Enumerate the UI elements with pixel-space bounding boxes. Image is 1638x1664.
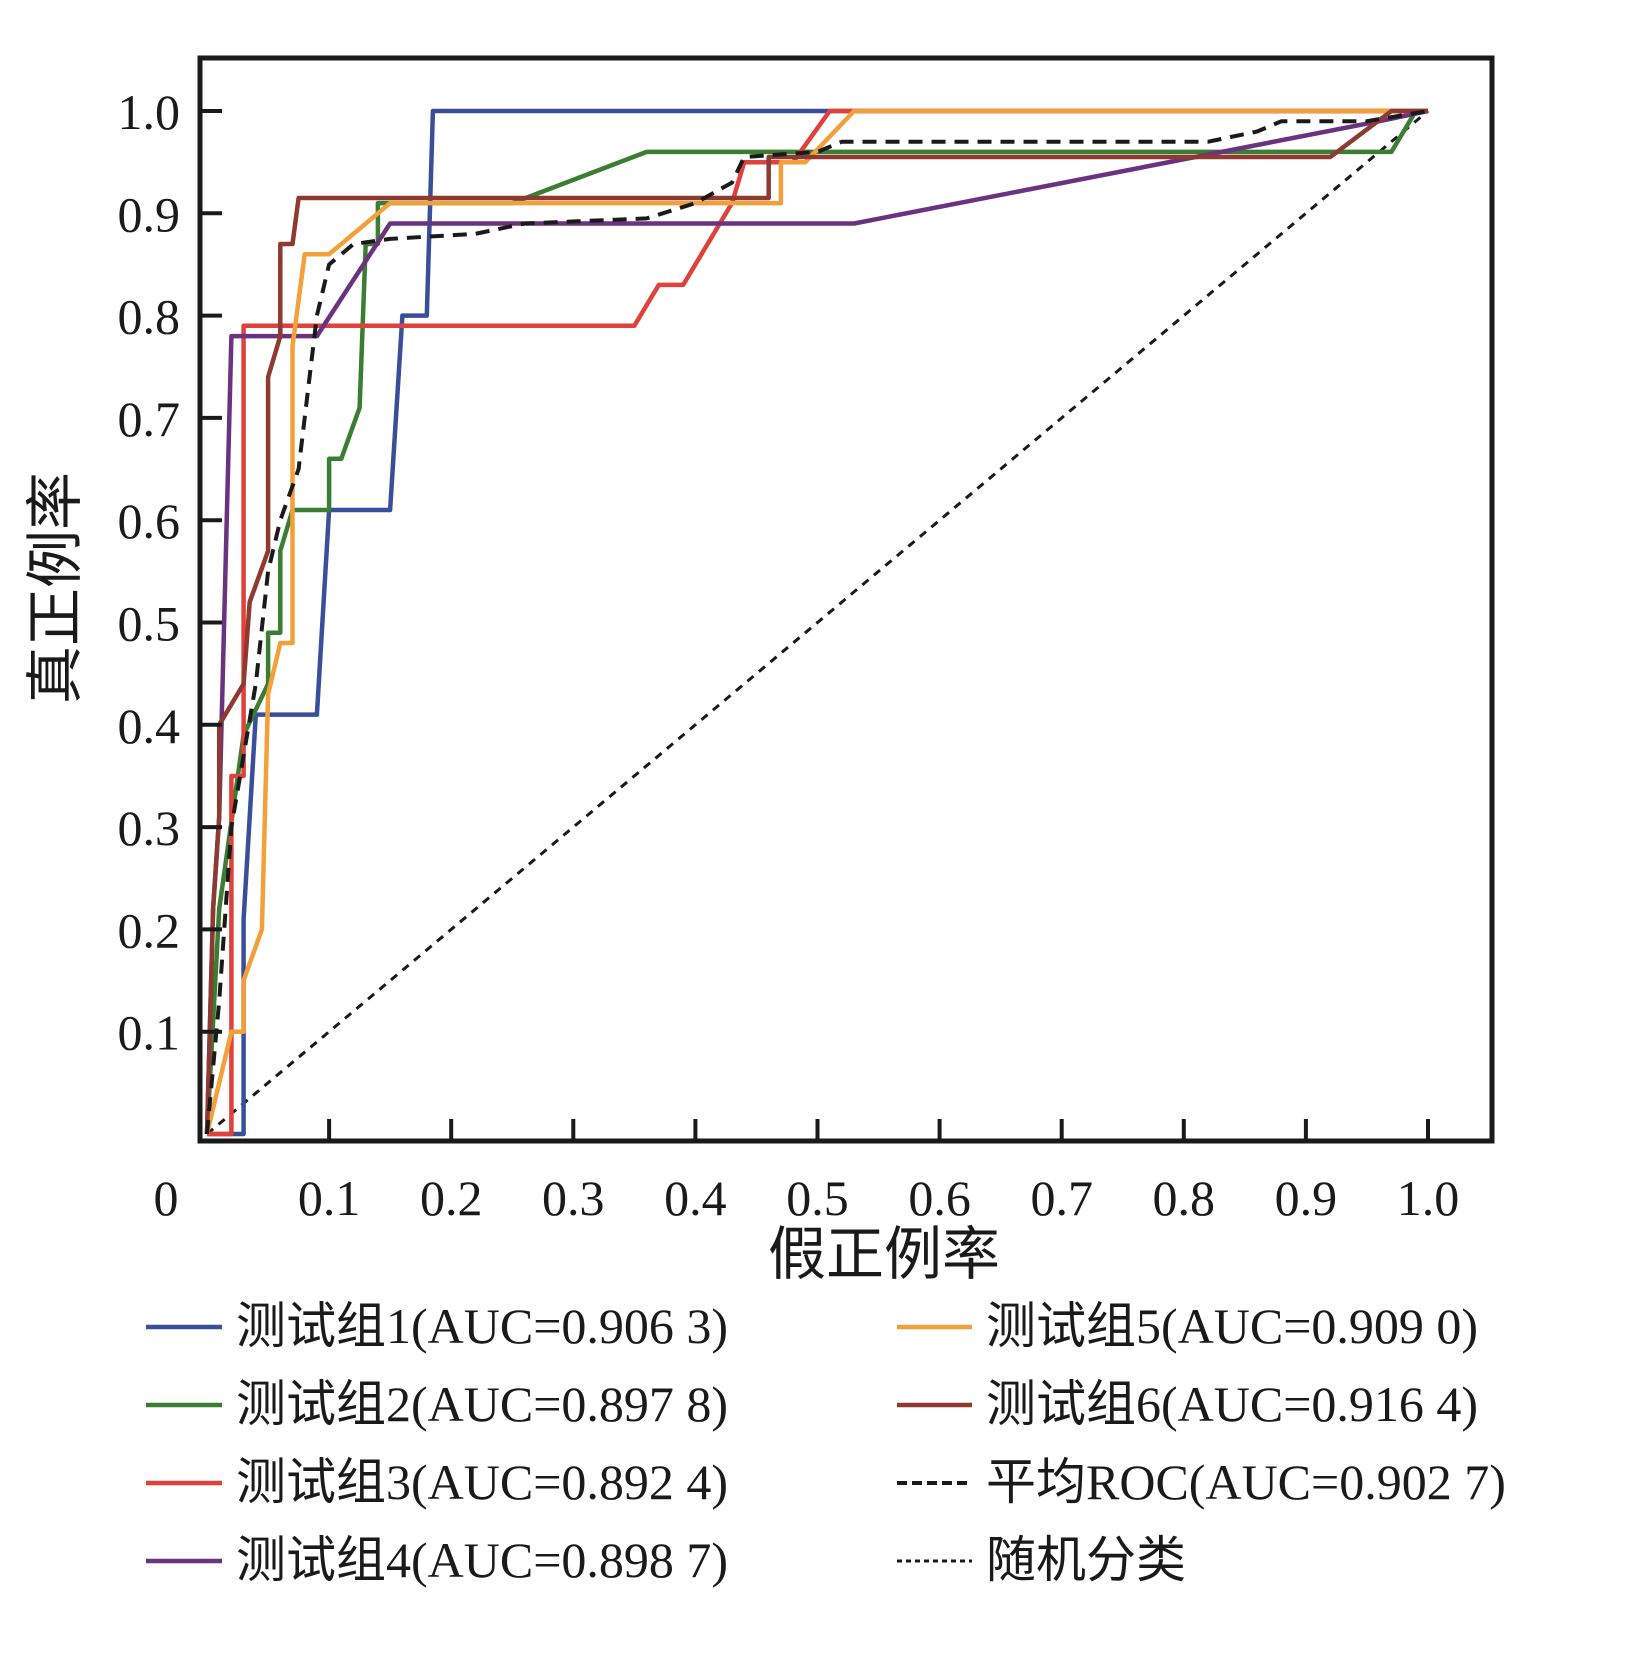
series-line-1 (207, 108, 1428, 1137)
legend-label-5: 测试组5(AUC=0.909 0) (986, 1298, 1478, 1354)
legend: 测试组1(AUC=0.906 3) 测试组2(AUC=0.897 8) 测试组3(A… (146, 1298, 1506, 1588)
plot-frame (197, 55, 1495, 1144)
legend-label-3: 测试组3(AUC=0.892 4) (236, 1454, 728, 1510)
y-tick-label-4: 0.5 (118, 596, 181, 652)
series-line-5 (204, 108, 1428, 1135)
series-line-6 (204, 108, 1428, 1135)
series-line-8 (206, 109, 1429, 1136)
series-line-2 (204, 108, 1428, 1135)
x-tick-label-5: 0.5 (786, 1170, 849, 1226)
legend-label-1: 测试组1(AUC=0.906 3) (236, 1298, 728, 1354)
x-axis-title: 假正例率 (768, 1220, 1000, 1288)
legend-label-6: 测试组6(AUC=0.916 4) (986, 1376, 1478, 1432)
y-tick-label-5: 0.6 (118, 493, 181, 549)
legend-label-4: 测试组4(AUC=0.898 7) (236, 1532, 728, 1588)
y-tick-label-8: 0.9 (118, 186, 181, 242)
series-layer (204, 108, 1429, 1137)
y-tick-label-1: 0.2 (118, 902, 181, 958)
legend-label-7: 平均ROC(AUC=0.902 7) (986, 1454, 1506, 1510)
x-tick-label-10: 1.0 (1397, 1170, 1460, 1226)
y-tick-label-6: 0.7 (118, 391, 181, 447)
x-tick-label-7: 0.7 (1030, 1170, 1093, 1226)
y-tick-label-7: 0.8 (118, 289, 181, 345)
series-line-7 (205, 109, 1429, 1135)
ticks-layer: 0 0.1 0.2 0.3 0.4 0.5 0.6 0.7 0.8 0.9 1.0 0.1 0.2 0.3… (118, 84, 1460, 1226)
legend-label-8: 随机分类 (986, 1532, 1186, 1588)
x-tick-label-0: 0 (154, 1170, 179, 1226)
legend-label-2: 测试组2(AUC=0.897 8) (236, 1376, 728, 1432)
y-tick-label-9: 1.0 (118, 84, 181, 140)
y-tick-label-0: 0.1 (118, 1005, 181, 1061)
x-tick-label-8: 0.8 (1153, 1170, 1216, 1226)
y-tick-label-2: 0.3 (118, 800, 181, 856)
x-tick-label-3: 0.3 (542, 1170, 605, 1226)
x-tick-label-2: 0.2 (420, 1170, 483, 1226)
x-tick-label-9: 0.9 (1275, 1170, 1338, 1226)
x-tick-label-4: 0.4 (664, 1170, 727, 1226)
x-tick-label-1: 0.1 (298, 1170, 361, 1226)
y-axis-title: 真正例率 (21, 472, 89, 704)
x-tick-label-6: 0.6 (908, 1170, 971, 1226)
y-tick-label-3: 0.4 (118, 698, 181, 754)
